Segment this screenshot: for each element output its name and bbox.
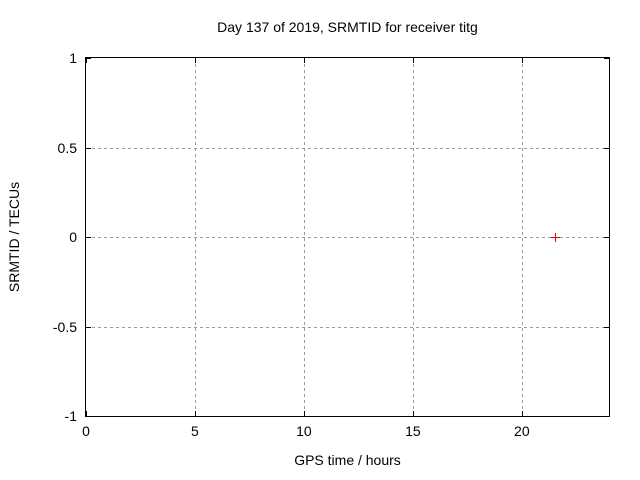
x-tick-mark-mirror <box>194 58 196 63</box>
y-tick-mark <box>86 416 91 417</box>
x-tick-mark-mirror <box>521 58 523 63</box>
x-tick-label: 10 <box>296 423 312 439</box>
y-gridline <box>86 147 609 149</box>
x-tick-mark-mirror <box>303 58 305 63</box>
y-axis-label: SRMTID / TECUs <box>6 181 22 293</box>
y-tick-mark <box>86 237 91 238</box>
x-tick-mark <box>412 411 414 416</box>
x-tick-mark <box>194 411 196 416</box>
x-tick-label: 0 <box>82 423 90 439</box>
x-tick-mark <box>86 411 87 416</box>
x-tick-label: 5 <box>191 423 199 439</box>
y-tick-mark-mirror <box>604 58 609 59</box>
x-tick-mark <box>521 411 523 416</box>
data-point-marker <box>550 233 560 242</box>
x-tick-label: 20 <box>514 423 530 439</box>
x-tick-label: 15 <box>405 423 421 439</box>
y-gridline <box>86 237 609 238</box>
plot-area: 0 5 10 15 20 1 0.5 0 -0.5 -1 <box>53 50 610 439</box>
marker-arm <box>554 233 556 242</box>
y-tick-mark <box>86 58 91 59</box>
x-tick-mark <box>303 411 305 416</box>
x-axis-label: GPS time / hours <box>294 452 401 468</box>
y-tick-mark <box>86 147 91 149</box>
y-tick-mark-mirror <box>604 147 609 149</box>
y-tick-mark-mirror <box>604 237 609 238</box>
chart-title: Day 137 of 2019, SRMTID for receiver tit… <box>217 19 478 35</box>
y-tick-label: -0.5 <box>52 318 77 335</box>
y-gridline <box>86 326 609 328</box>
x-tick-mark-mirror <box>412 58 414 63</box>
y-tick-mark-mirror <box>604 326 609 328</box>
y-tick-label: 1 <box>69 50 77 66</box>
x-tick-mark-mirror <box>86 58 87 63</box>
y-tick-label: -1 <box>64 408 77 424</box>
y-tick-label: 0.5 <box>57 139 77 156</box>
y-tick-label: 0 <box>69 229 77 245</box>
y-tick-mark-mirror <box>604 416 609 417</box>
y-tick-mark <box>86 326 91 328</box>
